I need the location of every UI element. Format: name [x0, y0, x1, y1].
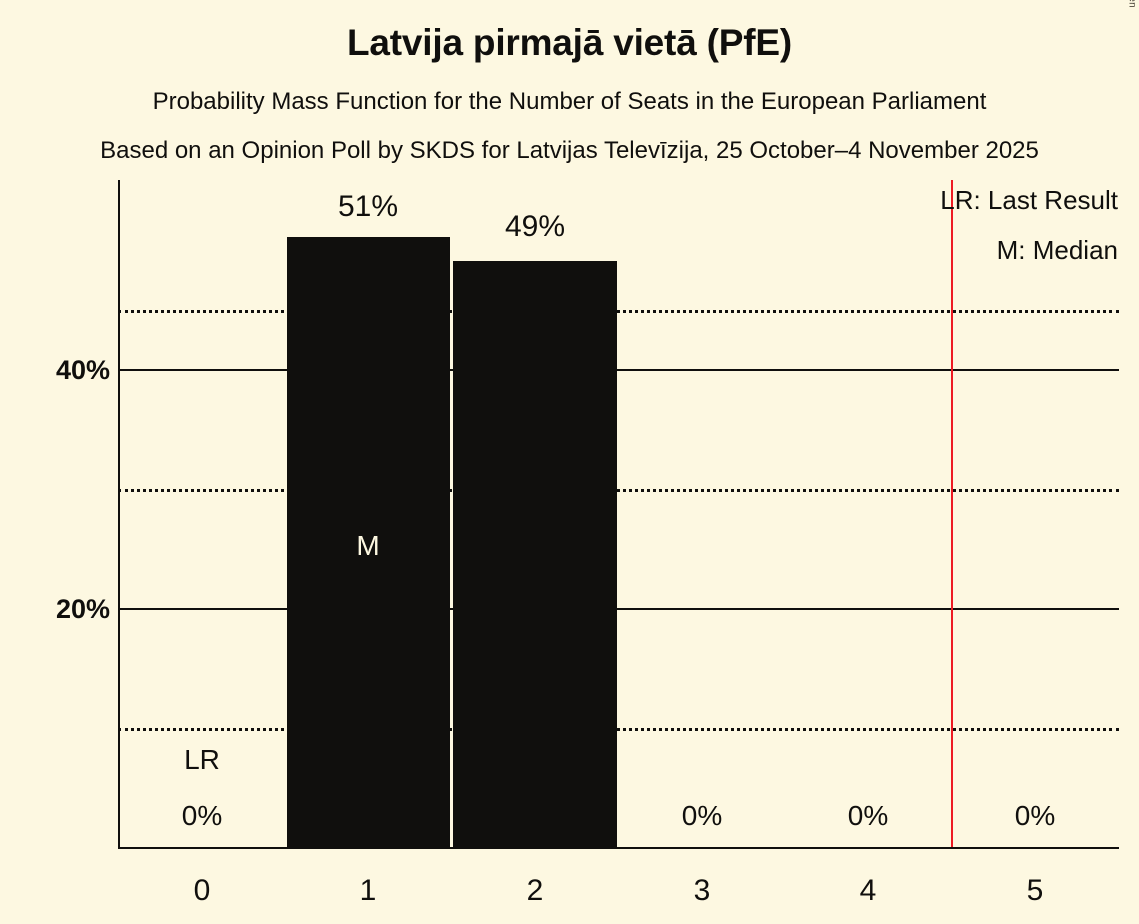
value-label-seats-0: 0%: [181, 800, 223, 831]
plot-area: [118, 180, 1119, 849]
last-result-line: [951, 180, 953, 848]
gridline-50: [118, 310, 1119, 313]
x-axis-line: [118, 847, 1119, 849]
value-label-seats-4: 0%: [847, 800, 889, 831]
value-label-seats-1: 51%: [337, 190, 399, 223]
gridline-20: [118, 608, 1119, 610]
value-label-seats-3: 0%: [681, 800, 723, 831]
chart-subtitle: Probability Mass Function for the Number…: [152, 88, 987, 115]
x-axis-label-4: 4: [859, 874, 877, 907]
y-axis-line: [118, 180, 120, 849]
value-label-seats-2: 49%: [504, 210, 566, 243]
x-axis-label-3: 3: [693, 874, 711, 907]
x-axis-label-2: 2: [526, 874, 544, 907]
x-axis-label-5: 5: [1026, 874, 1044, 907]
median-marker: M: [356, 530, 380, 561]
bar-seats-1[interactable]: [287, 237, 450, 848]
y-axis-label-40: 40%: [55, 355, 110, 385]
x-axis-label-1: 1: [359, 874, 377, 907]
bar-seats-2[interactable]: [453, 261, 617, 848]
gridline-40: [118, 369, 1119, 371]
x-axis-label-0: 0: [193, 874, 211, 907]
chart-source-note: Based on an Opinion Poll by SKDS for Lat…: [100, 137, 1039, 164]
page-title: Latvija pirmajā vietā (PfE): [347, 22, 792, 63]
gridline-30: [118, 489, 1119, 492]
last-result-marker: LR: [184, 744, 220, 775]
legend-last-result: LR: Last Result: [940, 185, 1118, 215]
gridline-10: [118, 728, 1119, 731]
y-axis-label-20: 20%: [55, 594, 110, 624]
copyright-notice: © 2025 Filip van Laenen: [1126, 0, 1137, 8]
value-label-seats-5: 0%: [1014, 800, 1056, 831]
legend-median: M: Median: [996, 235, 1118, 265]
